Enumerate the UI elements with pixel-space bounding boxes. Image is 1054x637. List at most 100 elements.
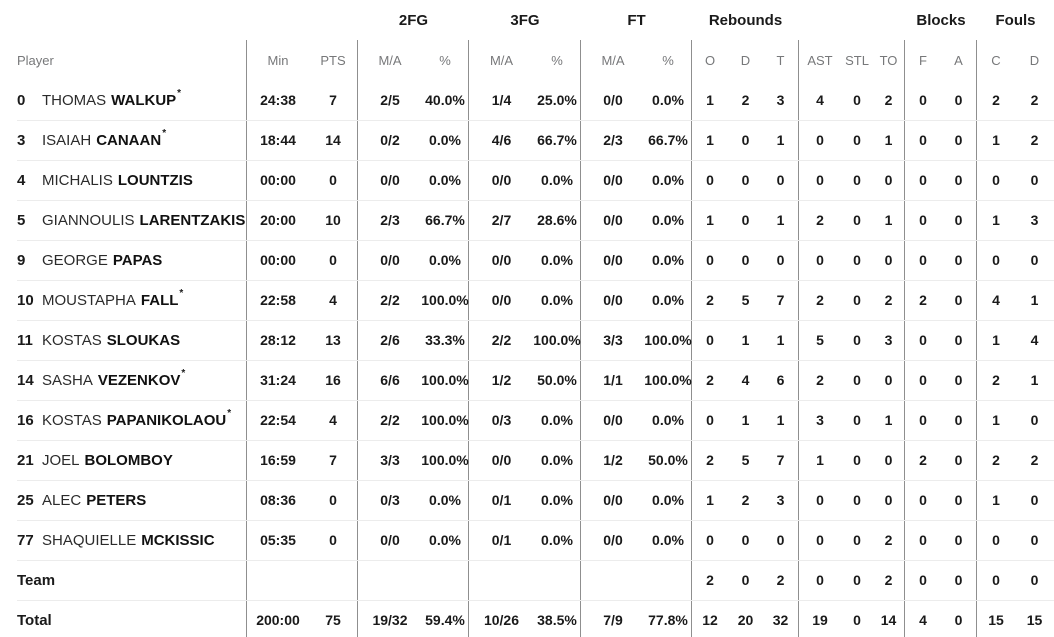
player-row[interactable]: 21 JOEL BOLOMBOY 16:59 7 3/3 100.0% 0/0 0.0% 1/2 5…	[0, 440, 1054, 480]
stat-to: 2	[873, 80, 905, 120]
stat-ba: 0	[941, 600, 977, 637]
player-row[interactable]: 0 THOMAS WALKUP * 24:38 7 2/5 40.0% 1/4 25.0% 0/0 0…	[0, 80, 1054, 120]
stat-stl: 0	[853, 212, 861, 228]
stat-ast: 0	[816, 572, 824, 588]
stat-to: 0	[873, 240, 905, 280]
stat-pts: 7	[309, 80, 358, 120]
stat-pts: 16	[309, 360, 358, 400]
stat-fc: 0	[992, 572, 1000, 588]
player-number: 3	[17, 131, 26, 149]
player-row[interactable]: 77 SHAQUIELLE MCKISSIC 05:35 0 0/0 0.0% 0/1 0.0%…	[0, 520, 1054, 560]
player-first-name: SHAQUIELLE	[42, 531, 137, 549]
stat-fg2pct: 40.0%	[422, 80, 469, 120]
player-row[interactable]: 14 SASHA VEZENKOV * 31:24 16 6/6 100.0% 1/2 50.0%…	[0, 360, 1054, 400]
stat-ftma: 1/1	[603, 372, 623, 388]
group-spacer	[799, 0, 905, 40]
player-row[interactable]: 25 ALEC PETERS 08:36 0 0/3 0.0% 0/1 0.0% 0/0 0.0% 1…	[0, 480, 1054, 520]
stat-ba: 0	[941, 200, 977, 240]
stat-fd: 0	[1030, 532, 1039, 548]
stat-fg3pct	[534, 560, 581, 600]
player-first-name: ALEC	[42, 491, 82, 509]
player-row[interactable]: 9 GEORGE PAPAS 00:00 0 0/0 0.0% 0/0 0.0% 0/0 0.0% 0…	[0, 240, 1054, 280]
player-last-name: PAPANIKOLAOU	[106, 411, 227, 429]
player-first-name: THOMAS	[42, 91, 107, 109]
stat-fg3pct: 50.0%	[534, 360, 581, 400]
stat-tr: 1	[763, 200, 799, 240]
stat-to: 3	[873, 320, 905, 360]
stat-bf: 0	[919, 492, 927, 508]
player-row[interactable]: 3 ISAIAH CANAAN * 18:44 14 0/2 0.0% 4/6 66.7% 2/3 6…	[0, 120, 1054, 160]
player-row[interactable]: 16 KOSTAS PAPANIKOLAOU * 22:54 4 2/2 100.0% 0/3 0…	[0, 400, 1054, 440]
col-header-reb-d: D	[740, 52, 751, 68]
stat-ba: 0	[941, 400, 977, 440]
stat-pts: 0	[309, 520, 358, 560]
player-row[interactable]: 10 MOUSTAPHA FALL * 22:58 4 2/2 100.0% 0/0 0.0% 0/…	[0, 280, 1054, 320]
stat-or: 0	[706, 172, 714, 188]
stat-fg2ma: 3/3	[380, 452, 400, 468]
player-first-name: SASHA	[42, 371, 93, 389]
stat-ftma: 2/3	[603, 132, 623, 148]
stat-fg2ma: 2/6	[380, 332, 400, 348]
stat-min	[247, 560, 309, 600]
stat-to: 2	[873, 280, 905, 320]
col-header-reb-o: O	[704, 52, 716, 68]
stat-stl: 0	[853, 452, 861, 468]
stat-ftpct: 77.8%	[645, 600, 692, 637]
player-last-name: PETERS	[86, 491, 147, 509]
player-number: 16	[17, 411, 34, 429]
team-row: Team 2 0 2 0 0 2 0 0 0 0	[0, 560, 1054, 600]
col-header-block-a: A	[941, 40, 977, 80]
player-last-name: LOUNTZIS	[117, 171, 193, 189]
stat-ftma: 0/0	[603, 532, 623, 548]
player-cell: 16 KOSTAS PAPANIKOLAOU *	[0, 400, 247, 440]
stat-fd: 0	[1030, 572, 1039, 588]
stat-stl: 0	[853, 492, 861, 508]
stat-ba: 0	[941, 520, 977, 560]
group-header-3fg: 3FG	[510, 11, 540, 29]
col-header-ft-pct: %	[645, 40, 692, 80]
stat-fg2pct: 100.0%	[421, 440, 469, 480]
col-header-3fg-ma: M/A	[489, 52, 514, 68]
player-row[interactable]: 11 KOSTAS SLOUKAS 28:12 13 2/6 33.3% 2/2 100.0% 3…	[0, 320, 1054, 360]
player-last-name: SLOUKAS	[106, 331, 181, 349]
stat-dr: 2	[741, 492, 750, 508]
stat-fg3ma: 4/6	[491, 132, 512, 148]
stat-bf: 2	[919, 452, 927, 468]
stat-group-header-row: 2FG 3FG FT Rebounds Blocks Fouls	[0, 0, 1054, 40]
player-row[interactable]: 4 MICHALIS LOUNTZIS 00:00 0 0/0 0.0% 0/0 0.0% 0/0…	[0, 160, 1054, 200]
stat-fc: 2	[992, 92, 1000, 108]
stat-fg3ma: 0/0	[491, 252, 512, 268]
stat-pts: 14	[309, 120, 358, 160]
player-cell: 9 GEORGE PAPAS	[0, 240, 247, 280]
player-number: 0	[17, 91, 26, 109]
player-cell: Team	[0, 560, 247, 600]
stat-fc: 1	[992, 332, 1000, 348]
stat-ba: 0	[941, 480, 977, 520]
stat-bf: 0	[919, 572, 927, 588]
stat-ast: 0	[816, 172, 824, 188]
stat-dr: 1	[741, 332, 750, 348]
stat-ast: 0	[816, 252, 824, 268]
stat-tr: 1	[763, 120, 799, 160]
stat-ftma: 7/9	[603, 612, 623, 628]
stat-fg2pct: 66.7%	[422, 200, 469, 240]
stat-to: 0	[873, 160, 905, 200]
stat-fg3pct: 0.0%	[534, 160, 581, 200]
stat-tr: 6	[763, 360, 799, 400]
stat-or: 2	[706, 292, 714, 308]
stat-fg3ma: 1/4	[491, 92, 512, 108]
col-header-to: TO	[873, 40, 905, 80]
stat-stl: 0	[853, 132, 861, 148]
player-number: 25	[17, 491, 34, 509]
stat-or: 0	[706, 412, 714, 428]
stat-to: 1	[873, 400, 905, 440]
stat-or: 1	[706, 212, 714, 228]
player-first-name: GEORGE	[42, 251, 108, 269]
col-header-stl: STL	[845, 52, 869, 68]
player-first-name: KOSTAS	[42, 331, 102, 349]
stat-fg3ma: 0/3	[491, 412, 512, 428]
stat-tr: 7	[763, 280, 799, 320]
player-cell: 21 JOEL BOLOMBOY	[0, 440, 247, 480]
player-row[interactable]: 5 GIANNOULIS LARENTZAKIS 20:00 10 2/3 66.7% 2/7…	[0, 200, 1054, 240]
stat-ba: 0	[941, 160, 977, 200]
